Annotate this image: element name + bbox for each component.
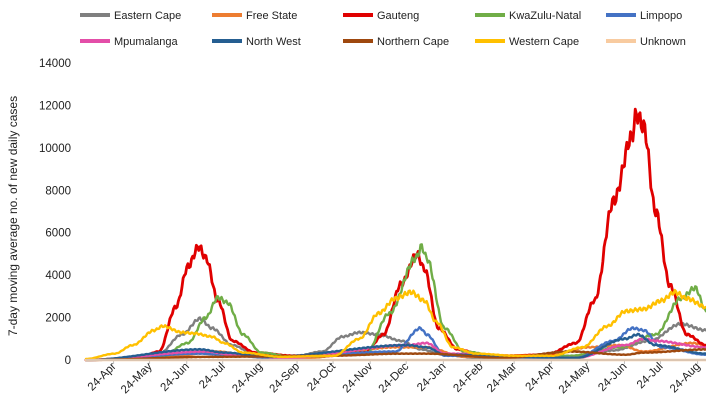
y-tick-label: 0 — [65, 355, 71, 367]
y-tick-label: 10000 — [39, 143, 71, 155]
y-tick-label: 6000 — [45, 228, 71, 240]
series-line-north-west — [84, 332, 706, 362]
series-line-western-cape — [84, 288, 706, 361]
series-line-kwazulu-natal — [84, 243, 706, 362]
x-tick-label: 24-Jun — [596, 361, 629, 394]
x-tick-label: 24-Aug — [668, 361, 703, 396]
x-tick-label: 24-Nov — [341, 360, 376, 395]
x-tick-label: 24-May — [119, 360, 155, 396]
legend-label: Eastern Cape — [114, 10, 181, 22]
y-tick-label: 12000 — [39, 100, 71, 112]
x-ticks: 24-Apr 24-May 24-Jun 24-Jul 24-Aug 24-Sep 24-O… — [86, 360, 703, 396]
x-tick-label: 24-Aug — [230, 361, 265, 396]
legend-label: Mpumalanga — [114, 36, 178, 48]
series-lines — [84, 107, 706, 362]
y-axis-label: 7-day moving average no. of new daily ca… — [6, 96, 20, 336]
series-line-northern-cape — [84, 347, 706, 362]
x-tick-label: 24-Sep — [267, 361, 302, 396]
x-tick-label: 24-Oct — [305, 360, 338, 393]
x-tick-label: 24-Dec — [377, 360, 412, 395]
y-tick-label: 2000 — [45, 313, 71, 325]
series-line-limpopo — [84, 326, 706, 362]
y-tick-label: 14000 — [39, 58, 71, 70]
x-tick-label: 24-Jun — [159, 361, 192, 394]
y-tick-label: 4000 — [45, 270, 71, 282]
legend: Eastern Cape Free State Gauteng KwaZulu-Nat… — [80, 10, 686, 48]
legend-label: Free State — [246, 10, 297, 22]
series-line-gauteng — [84, 107, 706, 362]
x-tick-label: 24-Jan — [415, 361, 448, 394]
legend-label: KwaZulu-Natal — [509, 10, 581, 22]
x-tick-label: 24-Mar — [485, 361, 519, 395]
legend-label: Western Cape — [509, 36, 579, 48]
x-tick-label: 24-Jul — [635, 361, 666, 392]
legend-label: Unknown — [640, 36, 686, 48]
legend-label: Limpopo — [640, 10, 682, 22]
legend-label: Gauteng — [377, 10, 419, 22]
y-ticks: 0 2000 4000 6000 8000 10000 12000 14000 — [39, 58, 71, 367]
legend-label: North West — [246, 36, 301, 48]
x-tick-label: 24-Feb — [451, 361, 485, 395]
x-tick-label: 24-Apr — [86, 361, 119, 394]
legend-label: Northern Cape — [377, 36, 449, 48]
x-tick-label: 24-May — [557, 360, 593, 396]
x-tick-label: 24-Jul — [197, 361, 228, 392]
x-tick-label: 24-Apr — [524, 361, 557, 394]
y-tick-label: 8000 — [45, 185, 71, 197]
